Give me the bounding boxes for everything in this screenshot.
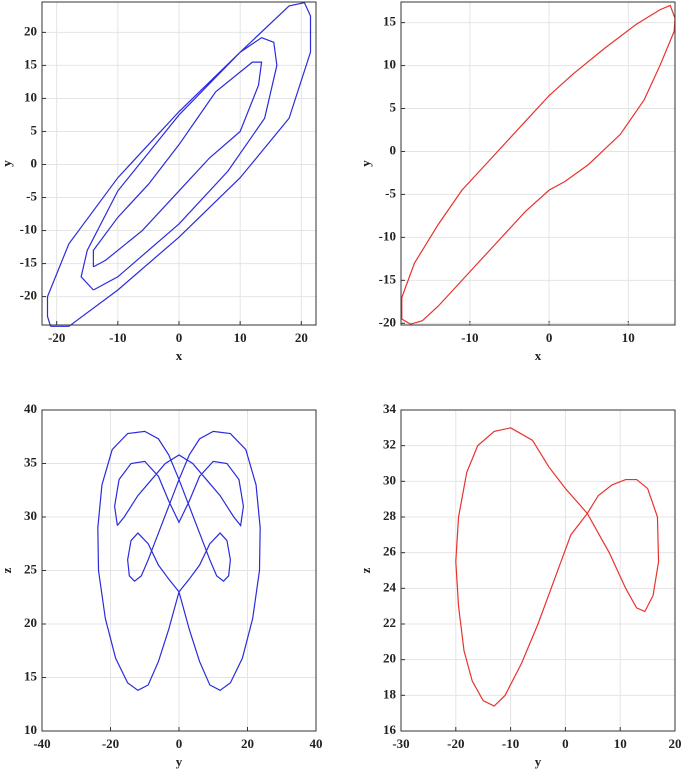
x-axis-label: y — [535, 754, 542, 769]
y-tick-label: -20 — [20, 288, 37, 303]
x-tick-label: -40 — [33, 736, 50, 751]
y-tick-label: 30 — [383, 472, 396, 487]
y-tick-label: -5 — [26, 189, 37, 204]
x-tick-label: 0 — [546, 330, 553, 345]
y-tick-label: 40 — [24, 401, 37, 416]
orbit-line — [97, 430, 261, 692]
x-axis-label: y — [176, 754, 183, 769]
y-tick-label: 20 — [24, 23, 37, 38]
y-tick-label: 28 — [383, 508, 397, 523]
y-tick-label: -10 — [20, 222, 37, 237]
y-tick-label: 15 — [24, 56, 38, 71]
y-axis-label: y — [0, 160, 14, 167]
y-tick-label: 5 — [390, 100, 397, 115]
y-tick-label: 15 — [383, 14, 397, 29]
x-tick-label: -20 — [102, 736, 119, 751]
y-tick-label: 32 — [383, 437, 396, 452]
plot-frame — [41, 409, 317, 732]
y-tick-label: 10 — [383, 57, 396, 72]
plot-frame — [400, 409, 676, 732]
x-tick-label: -10 — [461, 330, 478, 345]
y-tick-label: -15 — [20, 255, 38, 270]
y-tick-label: 18 — [383, 686, 397, 701]
y-tick-label: 24 — [383, 579, 397, 594]
y-tick-label: 35 — [24, 454, 38, 469]
x-tick-label: 20 — [669, 736, 682, 751]
y-tick-label: 25 — [24, 561, 38, 576]
y-tick-label: 0 — [390, 142, 397, 157]
x-axis-label: x — [176, 348, 183, 363]
orbit-line — [455, 427, 660, 707]
x-tick-label: 0 — [176, 330, 183, 345]
y-tick-label: 15 — [24, 668, 38, 683]
x-tick-label: 0 — [562, 736, 569, 751]
y-tick-label: 20 — [383, 651, 396, 666]
y-tick-label: -5 — [385, 185, 396, 200]
y-tick-label: 30 — [24, 508, 37, 523]
x-tick-label: -20 — [48, 330, 65, 345]
y-axis-label: y — [358, 160, 373, 167]
y-tick-label: -20 — [379, 314, 396, 329]
orbit-line — [46, 1, 312, 327]
x-tick-label: -30 — [392, 736, 409, 751]
y-tick-label: 16 — [383, 722, 397, 737]
x-tick-label: 0 — [176, 736, 183, 751]
x-tick-label: 20 — [295, 330, 308, 345]
orbit-line — [401, 4, 676, 325]
y-tick-label: -15 — [379, 271, 397, 286]
y-tick-label: 34 — [383, 401, 397, 416]
x-tick-label: -10 — [109, 330, 126, 345]
y-tick-label: 26 — [383, 544, 397, 559]
y-tick-label: 0 — [31, 155, 38, 170]
y-axis-label: z — [358, 567, 373, 573]
x-axis-label: x — [535, 348, 542, 363]
y-tick-label: 10 — [24, 89, 37, 104]
x-tick-label: -20 — [447, 736, 464, 751]
y-tick-label: 5 — [31, 122, 38, 137]
plot-frame — [400, 1, 676, 326]
x-tick-label: 10 — [234, 330, 247, 345]
y-tick-label: 22 — [383, 615, 396, 630]
y-axis-label: z — [0, 567, 14, 573]
x-tick-label: 10 — [614, 736, 627, 751]
plot-frame — [41, 1, 317, 326]
x-tick-label: -10 — [502, 736, 519, 751]
y-tick-label: 10 — [24, 722, 37, 737]
x-tick-label: 10 — [622, 330, 635, 345]
x-tick-label: 20 — [241, 736, 254, 751]
y-tick-label: -10 — [379, 228, 396, 243]
y-tick-label: 20 — [24, 615, 37, 630]
x-tick-label: 40 — [310, 736, 323, 751]
